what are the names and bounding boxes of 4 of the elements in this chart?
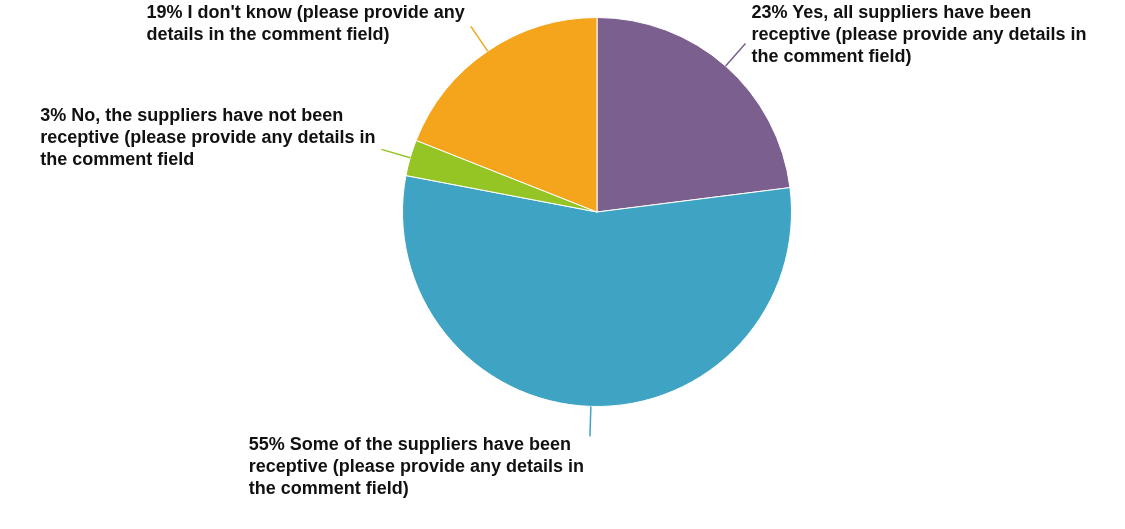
slice-label: 3% No, the suppliers have not been receptive (please provide any details in the comment field <box>40 105 376 170</box>
slice-label: 55% Some of the suppliers have been receptive (please provide any details in the comment field) <box>248 434 584 499</box>
slice-label: 19% I don't know (please provide any details in the comment field) <box>146 1 465 44</box>
slice-label: 23% Yes, all suppliers have been receptive (please provide any details in the comment field) <box>751 1 1087 66</box>
